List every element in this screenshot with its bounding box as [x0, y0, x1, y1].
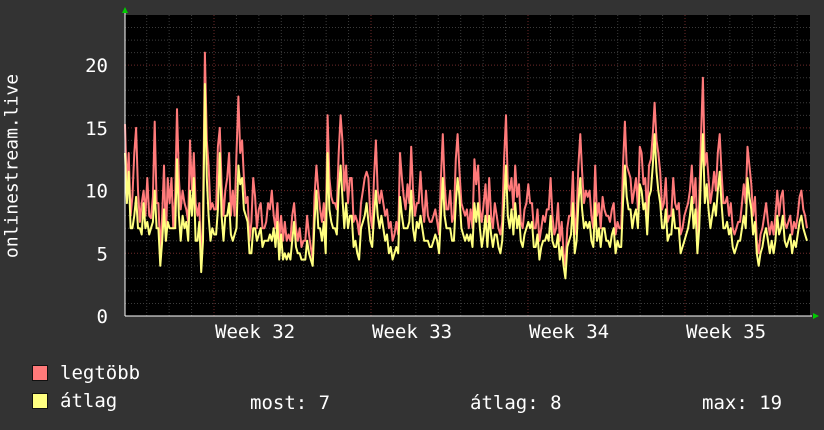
legend-swatch-max: [32, 365, 48, 381]
y-tick-label: 15: [85, 118, 108, 140]
stat-now: most: 7: [250, 392, 331, 414]
x-tick-label: Week 32: [215, 321, 295, 343]
y-tick-label: 5: [97, 243, 108, 265]
x-axis-arrow: [813, 313, 819, 319]
legend-label-max: legtöbb: [60, 362, 141, 384]
y-tick-label: 20: [85, 55, 108, 77]
legend-label-avg: átlag: [60, 390, 118, 412]
legend-item-avg: átlag: [32, 390, 117, 412]
series-line-max: [124, 51, 808, 270]
stat-avg: átlag: 8: [470, 392, 562, 414]
legend-swatch-avg: [32, 393, 48, 409]
stat-max: max: 19: [702, 392, 783, 414]
y-tick-label: 10: [85, 181, 108, 203]
y-axis-label: onlinestream.live: [1, 73, 23, 259]
x-tick-label: Week 35: [686, 321, 766, 343]
legend-item-max: legtöbb: [32, 362, 140, 384]
x-tick-label: Week 33: [372, 321, 452, 343]
series-line-avg: [124, 83, 808, 280]
y-axis-arrow: [122, 7, 128, 13]
x-tick-label: Week 34: [529, 321, 609, 343]
y-tick-label: 0: [97, 306, 108, 328]
